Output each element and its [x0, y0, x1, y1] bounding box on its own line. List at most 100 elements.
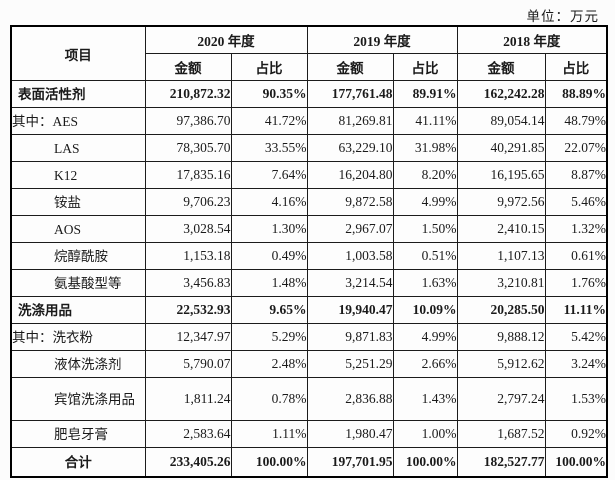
cell-amount: 197,701.95 [306, 447, 394, 478]
cell-share: 8.20% [392, 161, 458, 189]
cell-share: 88.89% [544, 80, 608, 108]
cell-share: 1.30% [230, 215, 308, 243]
cell-share: 1.48% [230, 269, 308, 297]
cell-share: 89.91% [392, 80, 458, 108]
header-share-2020: 占比 [230, 53, 308, 81]
cell-amount: 5,251.29 [306, 350, 394, 378]
table-header-row-years: 项目 2020 年度 2019 年度 2018 年度 [10, 25, 608, 81]
cell-share: 100.00% [544, 447, 608, 478]
cell-share: 8.87% [544, 161, 608, 189]
cell-amount: 233,405.26 [144, 447, 232, 478]
cell-amount: 1,687.52 [456, 420, 546, 448]
table-header: 项目 2020 年度 2019 年度 2018 年度 金额 占比 金额 占比 金… [10, 25, 608, 81]
cell-amount: 89,054.14 [456, 107, 546, 135]
header-year-2019: 2019 年度 [306, 25, 458, 54]
cell-share: 9.65% [230, 296, 308, 324]
cell-amount: 40,291.85 [456, 134, 546, 162]
table-row: 宾馆洗涤用品 1,811.24 0.78% 2,836.88 1.43% 2,797.24… [10, 377, 608, 421]
cell-amount: 3,456.83 [144, 269, 232, 297]
row-label: 表面活性剂 [10, 80, 146, 108]
header-amount-2018: 金额 [456, 53, 546, 81]
cell-amount: 2,583.64 [144, 420, 232, 448]
cell-share: 4.16% [230, 188, 308, 216]
cell-share: 90.35% [230, 80, 308, 108]
table-row: LAS 78,305.70 33.55% 63,229.10 31.98% 40,291.… [10, 134, 608, 162]
cell-share: 100.00% [230, 447, 308, 478]
row-label: 宾馆洗涤用品 [10, 377, 146, 421]
cell-amount: 3,210.81 [456, 269, 546, 297]
header-item: 项目 [10, 25, 146, 81]
header-amount-2020: 金额 [144, 53, 232, 81]
row-label: AOS [10, 215, 146, 243]
cell-amount: 162,242.28 [456, 80, 546, 108]
row-label: K12 [10, 161, 146, 189]
header-amount-2019: 金额 [306, 53, 394, 81]
cell-share: 1.43% [392, 377, 458, 421]
cell-amount: 16,204.80 [306, 161, 394, 189]
cell-amount: 5,912.62 [456, 350, 546, 378]
cell-amount: 63,229.10 [306, 134, 394, 162]
cell-share: 22.07% [544, 134, 608, 162]
cell-share: 41.11% [392, 107, 458, 135]
cell-amount: 12,347.97 [144, 323, 232, 351]
cell-share: 10.09% [392, 296, 458, 324]
table-header-row-measures: 金额 占比 金额 占比 金额 占比 [11, 53, 608, 81]
cell-amount: 9,872.58 [306, 188, 394, 216]
table-row: K12 17,835.16 7.64% 16,204.80 8.20% 16,195.65… [10, 161, 608, 189]
cell-amount: 2,797.24 [456, 377, 546, 421]
cell-amount: 19,940.47 [306, 296, 394, 324]
row-label: 铵盐 [10, 188, 146, 216]
row-label: 洗涤用品 [10, 296, 146, 324]
cell-share: 4.99% [392, 188, 458, 216]
cell-share: 1.76% [544, 269, 608, 297]
cell-share: 4.99% [392, 323, 458, 351]
cell-share: 100.00% [392, 447, 458, 478]
cell-amount: 16,195.65 [456, 161, 546, 189]
cell-amount: 1,980.47 [306, 420, 394, 448]
cell-amount: 20,285.50 [456, 296, 546, 324]
cell-amount: 1,811.24 [144, 377, 232, 421]
cell-amount: 9,972.56 [456, 188, 546, 216]
cell-share: 1.53% [544, 377, 608, 421]
table-body: 表面活性剂 210,872.32 90.35% 177,761.48 89.91% 162… [10, 80, 608, 478]
cell-amount: 97,386.70 [144, 107, 232, 135]
cell-amount: 182,527.77 [456, 447, 546, 478]
table-row: 烷醇酰胺 1,153.18 0.49% 1,003.58 0.51% 1,107.13 0.… [10, 242, 608, 270]
cell-share: 0.51% [392, 242, 458, 270]
cell-amount: 2,836.88 [306, 377, 394, 421]
cell-share: 31.98% [392, 134, 458, 162]
cell-amount: 17,835.16 [144, 161, 232, 189]
header-share-2019: 占比 [392, 53, 458, 81]
cell-share: 1.63% [392, 269, 458, 297]
cell-share: 0.78% [230, 377, 308, 421]
cell-amount: 9,706.23 [144, 188, 232, 216]
cell-share: 0.92% [544, 420, 608, 448]
cell-share: 2.48% [230, 350, 308, 378]
row-label: 烷醇酰胺 [10, 242, 146, 270]
table-row: 铵盐 9,706.23 4.16% 9,872.58 4.99% 9,972.56 5.46… [10, 188, 608, 216]
cell-amount: 3,214.54 [306, 269, 394, 297]
row-label: LAS [10, 134, 146, 162]
table-row: 其中：洗衣粉 12,347.97 5.29% 9,871.83 4.99% 9,888.1… [10, 323, 608, 351]
row-label: 液体洗涤剂 [10, 350, 146, 378]
cell-share: 1.11% [230, 420, 308, 448]
cell-amount: 9,871.83 [306, 323, 394, 351]
cell-share: 11.11% [544, 296, 608, 324]
cell-amount: 1,107.13 [456, 242, 546, 270]
table-row: 液体洗涤剂 5,790.07 2.48% 5,251.29 2.66% 5,912.62 3… [10, 350, 608, 378]
cell-share: 1.00% [392, 420, 458, 448]
cell-share: 41.72% [230, 107, 308, 135]
row-label: 其中：AES [10, 107, 146, 135]
table-row: 洗涤用品 22,532.93 9.65% 19,940.47 10.09% 20,285.… [10, 296, 608, 324]
unit-label: 单位：万元 [526, 9, 599, 24]
cell-amount: 210,872.32 [144, 80, 232, 108]
cell-share: 5.46% [544, 188, 608, 216]
cell-amount: 9,888.12 [456, 323, 546, 351]
table-row: 肥皂牙膏 2,583.64 1.11% 1,980.47 1.00% 1,687.52 0.… [10, 420, 608, 448]
cell-amount: 1,153.18 [144, 242, 232, 270]
cell-amount: 1,003.58 [306, 242, 394, 270]
header-year-2020: 2020 年度 [144, 25, 308, 54]
cell-amount: 2,967.07 [306, 215, 394, 243]
cell-amount: 177,761.48 [306, 80, 394, 108]
cell-amount: 3,028.54 [144, 215, 232, 243]
